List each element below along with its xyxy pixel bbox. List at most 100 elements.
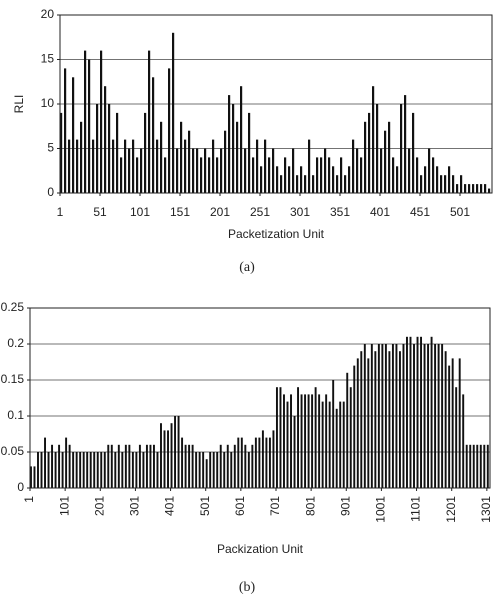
bar	[176, 148, 179, 193]
bar	[72, 77, 75, 193]
bar	[240, 86, 243, 193]
bar	[120, 157, 123, 193]
y-tick-label: 0.2	[7, 336, 24, 350]
bar	[318, 394, 321, 488]
bar	[276, 166, 279, 193]
bar	[328, 157, 331, 193]
x-tick-label: 1101	[409, 496, 423, 522]
x-axis-label: Packization Unit	[217, 542, 304, 556]
bar	[117, 444, 120, 488]
bar	[430, 336, 433, 488]
bar	[181, 437, 184, 488]
bar	[416, 336, 419, 488]
bar	[332, 380, 335, 488]
x-tick-label: 201	[210, 205, 230, 219]
bar	[479, 444, 482, 488]
bar	[349, 387, 352, 488]
bar	[76, 139, 79, 193]
bar	[290, 394, 292, 488]
bar	[404, 95, 407, 193]
bar	[200, 157, 203, 193]
bar	[464, 184, 467, 193]
bar	[483, 444, 486, 488]
bar	[216, 157, 219, 193]
bar	[68, 139, 71, 193]
bar	[107, 444, 110, 488]
bar	[60, 112, 63, 193]
bar	[228, 95, 231, 193]
bar	[128, 444, 131, 488]
bar	[408, 148, 411, 193]
bar	[174, 416, 177, 488]
bar	[388, 351, 391, 488]
bar	[205, 459, 208, 488]
bar	[364, 121, 367, 193]
bar	[251, 444, 254, 488]
bar	[279, 387, 282, 488]
x-tick-label: 301	[290, 205, 310, 219]
bar	[356, 148, 359, 193]
bar	[381, 344, 384, 488]
bar	[462, 394, 465, 488]
bar	[184, 139, 187, 193]
bar	[356, 358, 359, 488]
bar	[80, 121, 83, 193]
x-tick-label: 801	[303, 496, 317, 516]
bar	[110, 444, 113, 488]
bar	[148, 50, 151, 193]
bar	[336, 175, 339, 193]
bar	[488, 188, 491, 193]
bar	[395, 344, 398, 488]
y-tick-label: 0.15	[1, 372, 25, 386]
bar	[196, 148, 199, 193]
y-tick-label: 20	[41, 7, 55, 21]
bar	[68, 444, 71, 488]
bar	[440, 175, 443, 193]
bar	[40, 452, 43, 488]
bar	[47, 452, 50, 488]
bar	[75, 452, 78, 488]
bar	[469, 444, 472, 488]
x-tick-label: 501	[198, 496, 212, 516]
caption: (a)	[239, 260, 255, 275]
bar	[348, 166, 351, 193]
bar	[268, 437, 271, 488]
bar	[424, 166, 427, 193]
x-tick-label: 101	[130, 205, 150, 219]
bar	[432, 157, 435, 193]
bar	[324, 148, 327, 193]
bar	[434, 344, 437, 488]
bar	[476, 444, 479, 488]
bar	[220, 148, 223, 193]
bar	[93, 452, 96, 488]
bar	[258, 437, 261, 488]
x-tick-label: 151	[170, 205, 190, 219]
bar	[275, 387, 278, 488]
bar	[112, 139, 115, 193]
bar	[244, 444, 247, 488]
bar	[455, 387, 458, 488]
bar	[192, 148, 195, 193]
bar	[436, 166, 439, 193]
bar	[372, 86, 375, 193]
bar	[89, 452, 92, 488]
bar	[344, 175, 347, 193]
y-tick-label: 0	[47, 185, 54, 199]
bar	[409, 336, 412, 488]
y-tick-label: 0.1	[7, 408, 24, 422]
bar	[145, 444, 148, 488]
bar	[406, 336, 408, 488]
x-tick-label: 301	[128, 496, 142, 516]
bar	[374, 351, 377, 488]
bar	[376, 104, 379, 193]
bar	[96, 104, 99, 193]
bar	[156, 139, 159, 193]
y-tick-label: 5	[47, 141, 54, 155]
bar	[441, 344, 444, 488]
bar	[340, 157, 343, 193]
bar	[160, 423, 162, 488]
bar	[156, 452, 159, 488]
bar	[384, 130, 387, 193]
bar	[252, 157, 255, 193]
bar	[237, 437, 240, 488]
